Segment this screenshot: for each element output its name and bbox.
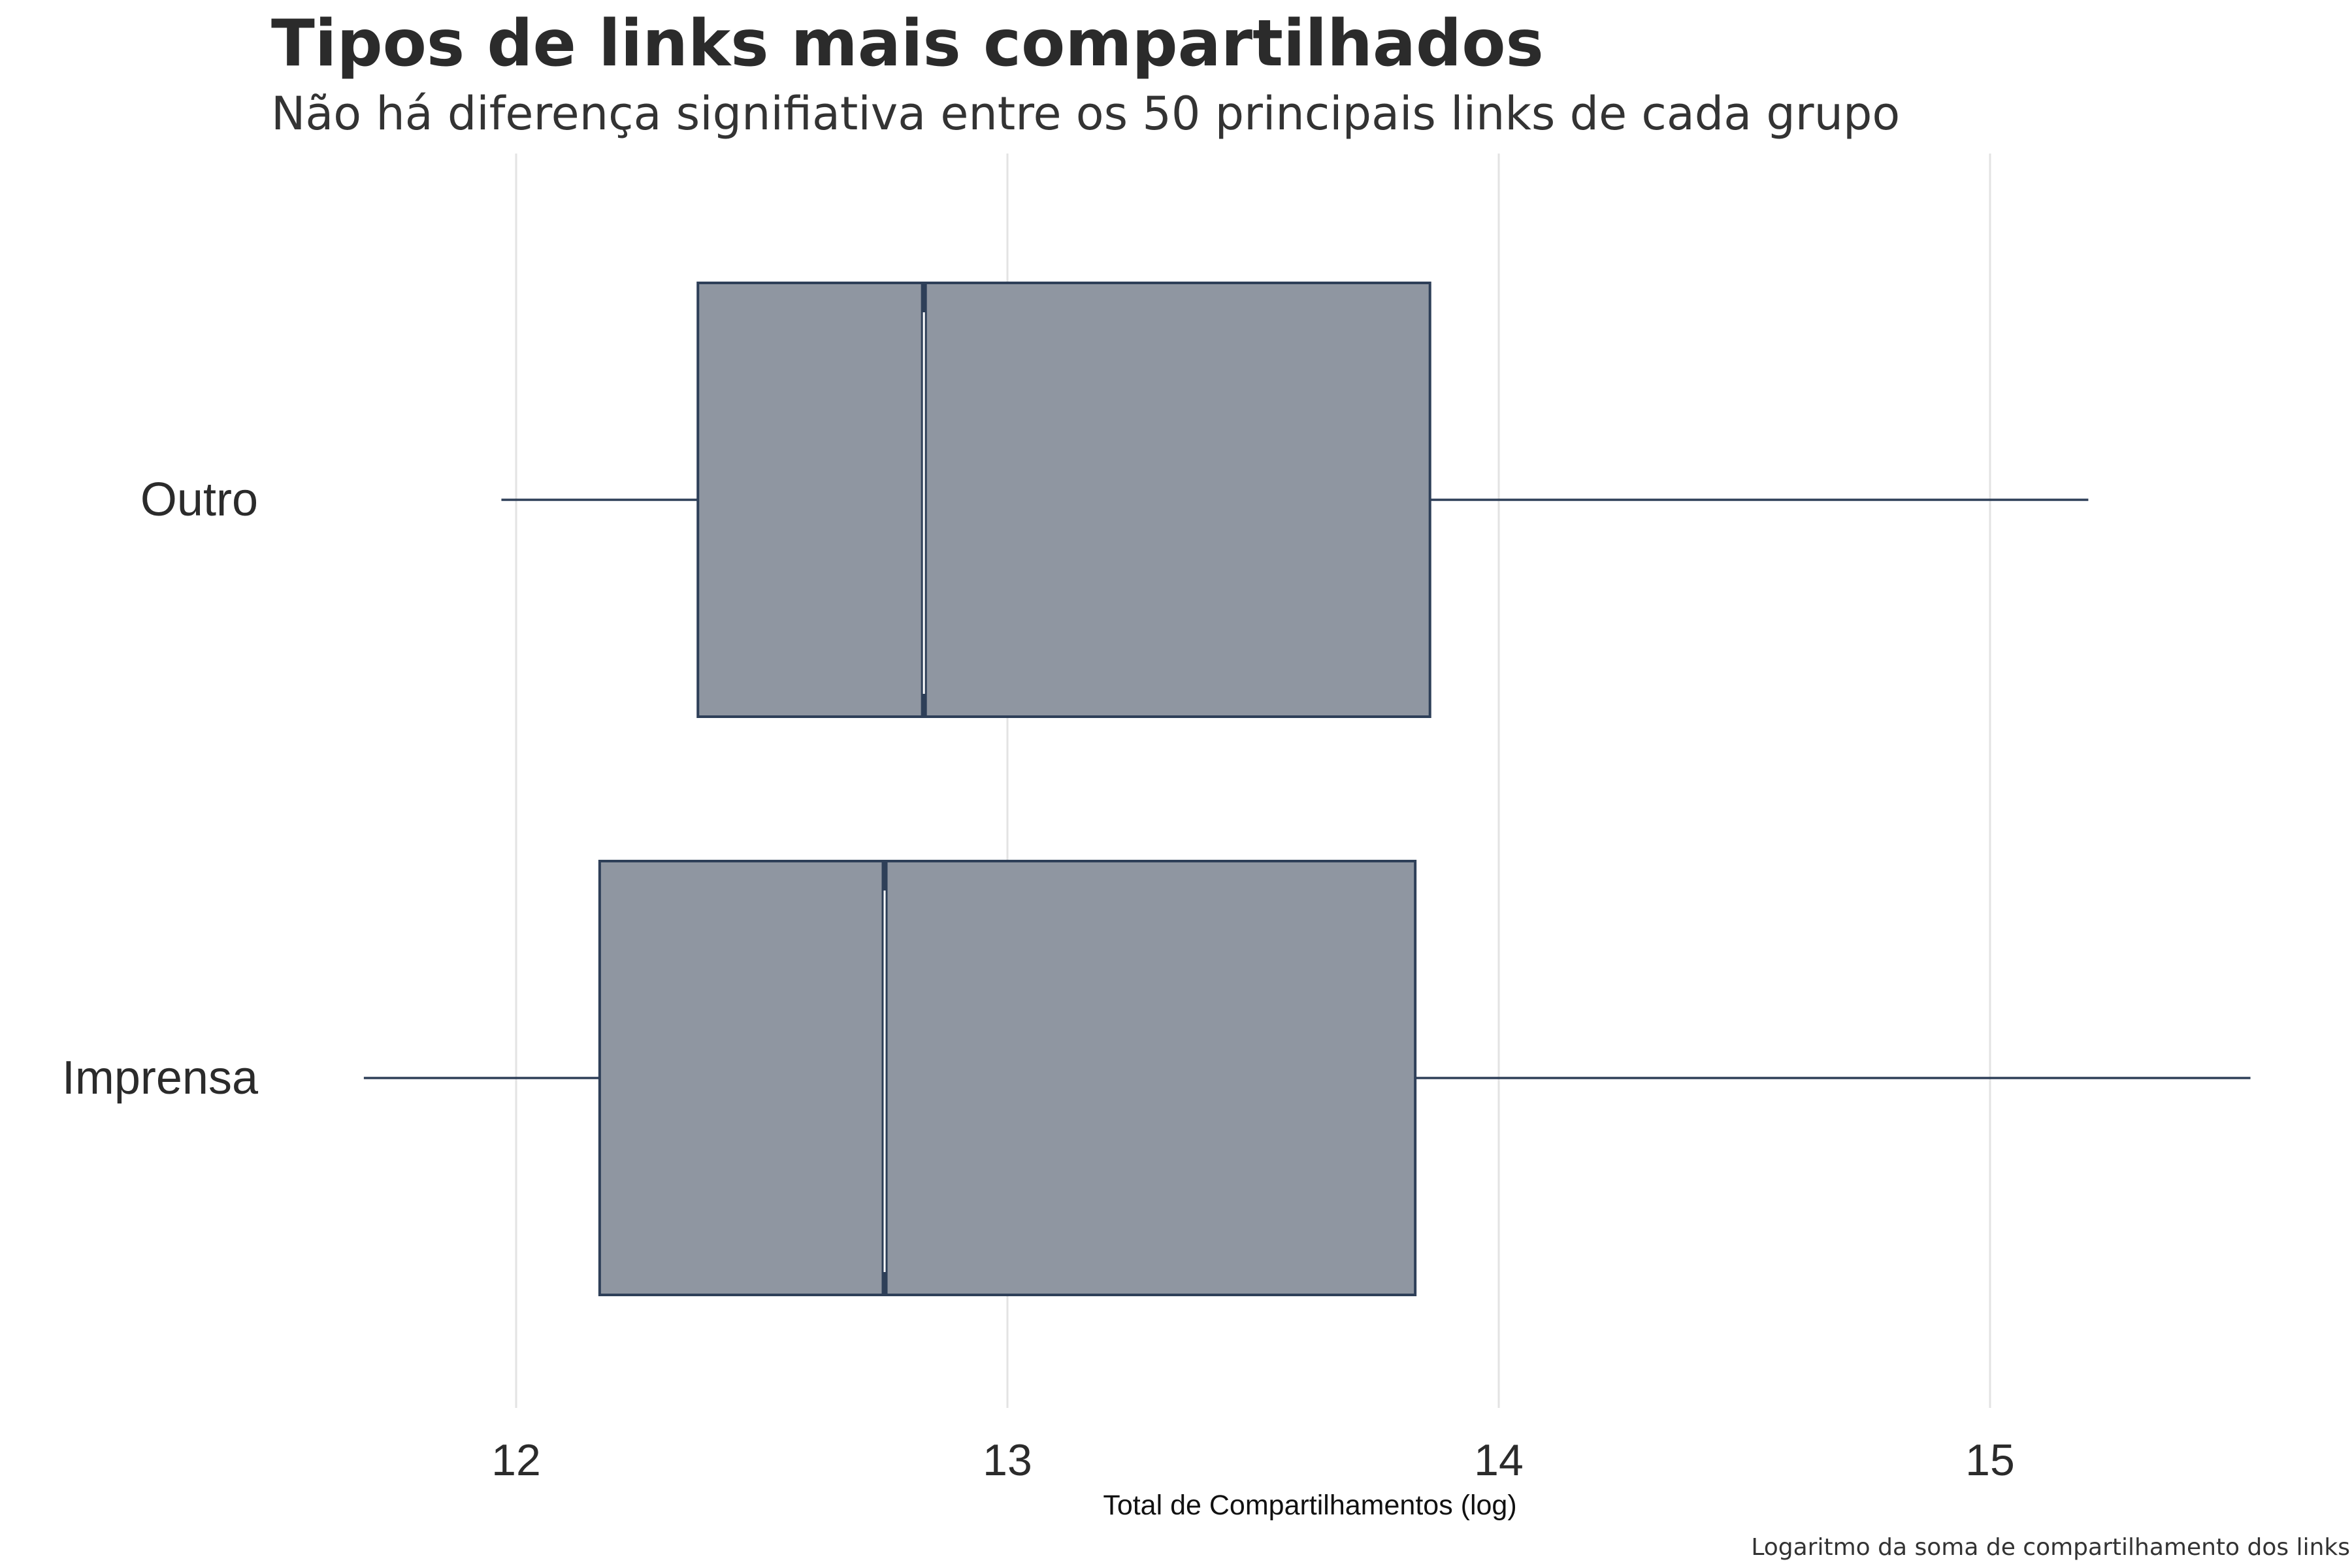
x-tick-label-14: 14	[1474, 1435, 1524, 1485]
box-group-imprensa	[363, 860, 2251, 1296]
y-axis-labels: Outro Imprensa	[62, 474, 259, 1104]
y-tick-label-imprensa: Imprensa	[62, 1052, 259, 1104]
boxplot-series	[363, 282, 2251, 1296]
chart-caption: Logaritmo da soma de compartilhamento do…	[1751, 1534, 2350, 1561]
box-imprensa	[598, 860, 1417, 1296]
box-outro	[696, 282, 1431, 718]
y-tick-label-outro: Outro	[140, 474, 258, 526]
box-group-outro	[501, 282, 2089, 718]
x-axis-tick-labels: 12 13 14 15	[491, 1435, 2015, 1485]
x-tick-label-13: 13	[983, 1435, 1032, 1485]
chart-subtitle: Não há diferença signifiativa entre os 5…	[271, 87, 1900, 140]
chart-title: Tipos de links mais compartilhados	[271, 7, 1544, 81]
x-tick-label-12: 12	[491, 1435, 541, 1485]
x-axis-title: Total de Compartilhamentos (log)	[1103, 1490, 1516, 1521]
x-tick-label-15: 15	[1965, 1435, 2015, 1485]
